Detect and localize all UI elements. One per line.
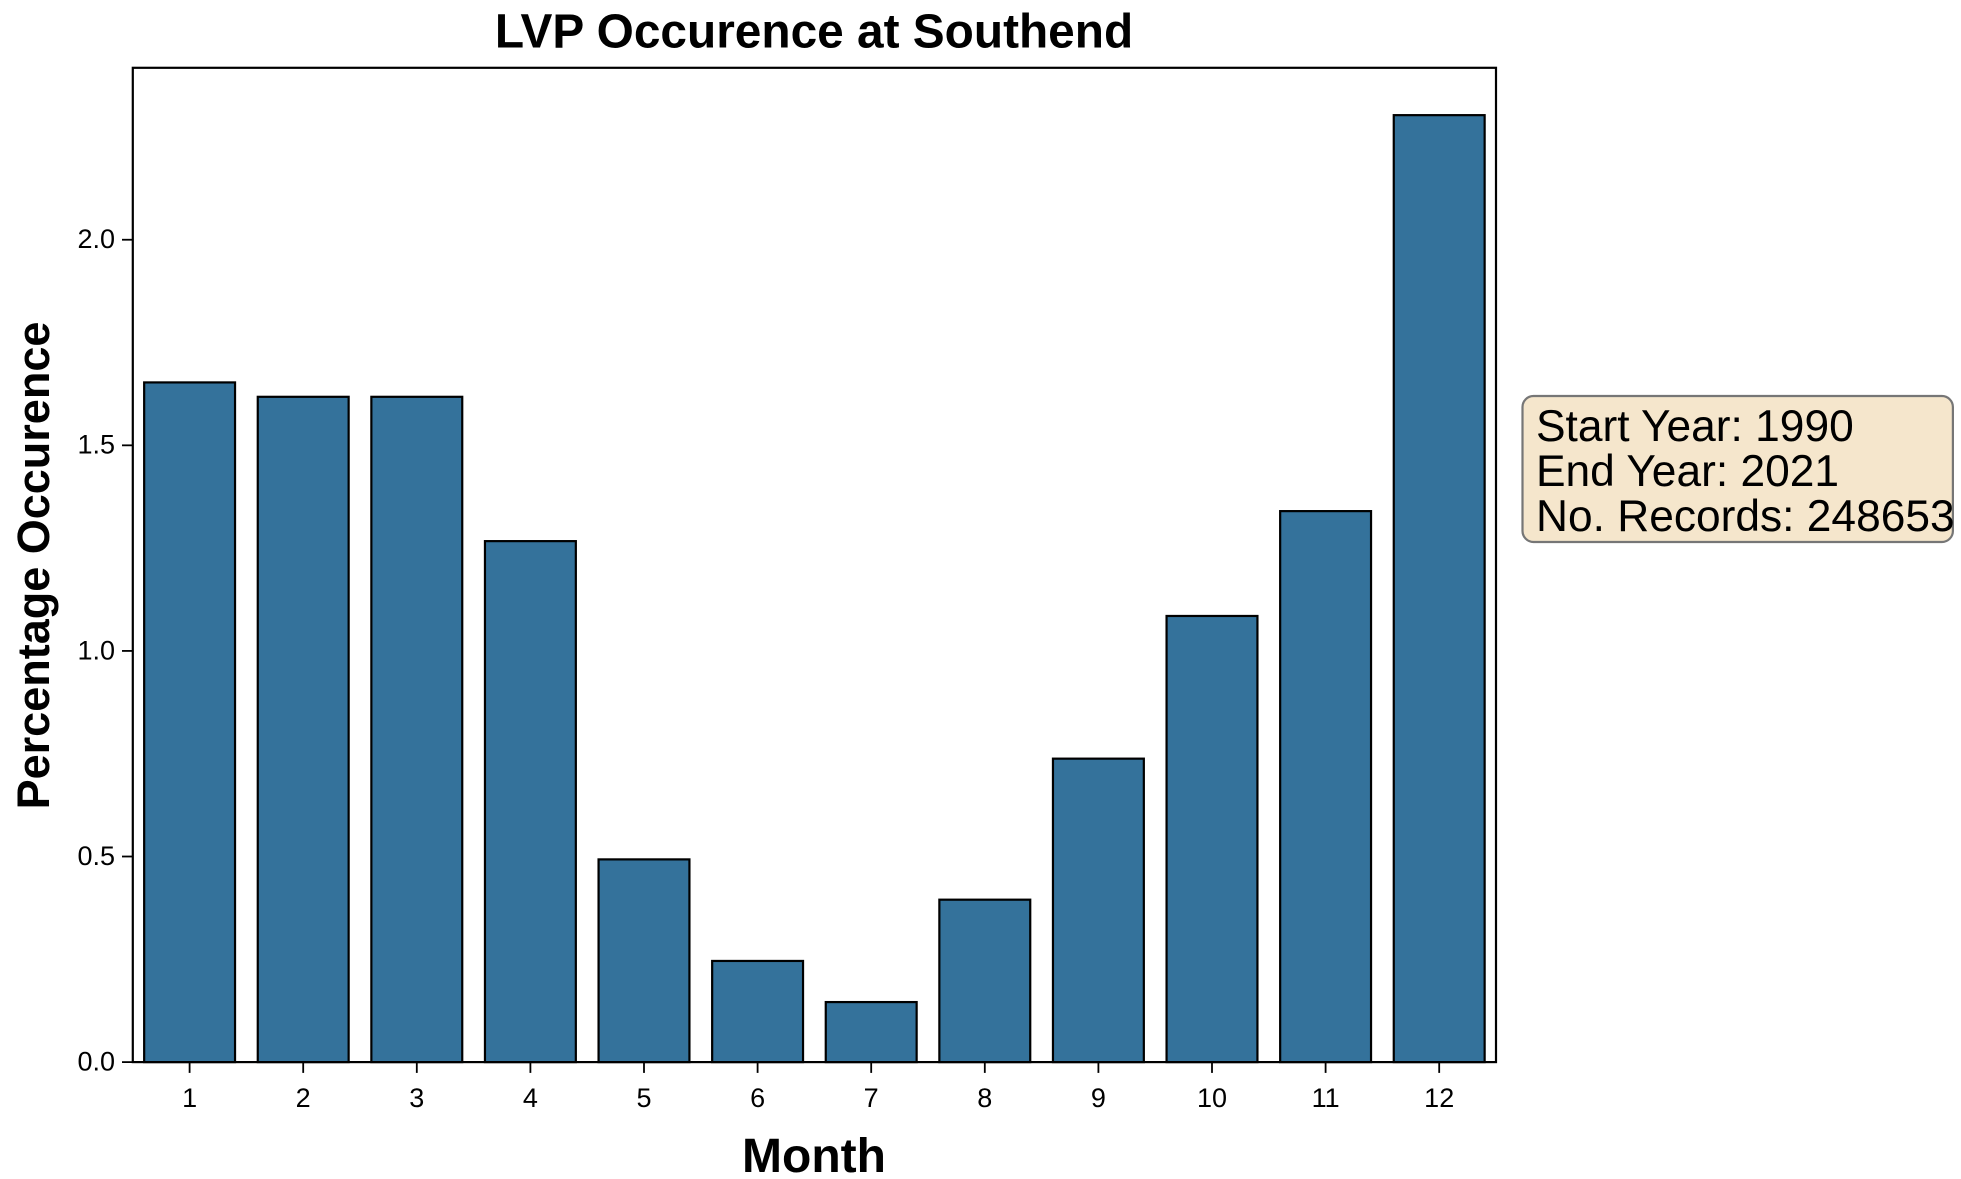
svg-text:12: 12 [1424,1083,1454,1113]
svg-text:4: 4 [523,1083,538,1113]
svg-text:Month: Month [742,1130,886,1179]
svg-text:2: 2 [296,1083,311,1113]
svg-text:Percentage Occurence: Percentage Occurence [8,322,59,810]
svg-text:8: 8 [977,1083,992,1113]
svg-text:LVP Occurence at Southend: LVP Occurence at Southend [495,6,1133,59]
svg-text:11: 11 [1312,1083,1340,1113]
svg-text:0.5: 0.5 [77,841,115,871]
svg-text:1: 1 [182,1083,197,1113]
svg-text:6: 6 [750,1083,765,1113]
svg-text:End Year: 2021: End Year: 2021 [1536,447,1839,496]
svg-text:2.0: 2.0 [77,224,115,254]
svg-text:Start Year: 1990: Start Year: 1990 [1536,402,1854,451]
svg-text:3: 3 [409,1083,424,1113]
svg-text:9: 9 [1091,1083,1106,1113]
svg-text:10: 10 [1197,1083,1227,1113]
svg-text:0.0: 0.0 [77,1047,115,1077]
svg-text:5: 5 [636,1083,651,1113]
svg-text:1.0: 1.0 [77,635,115,665]
svg-text:No. Records: 248653: No. Records: 248653 [1536,492,1955,541]
svg-text:7: 7 [864,1083,879,1113]
svg-text:1.5: 1.5 [77,430,115,460]
